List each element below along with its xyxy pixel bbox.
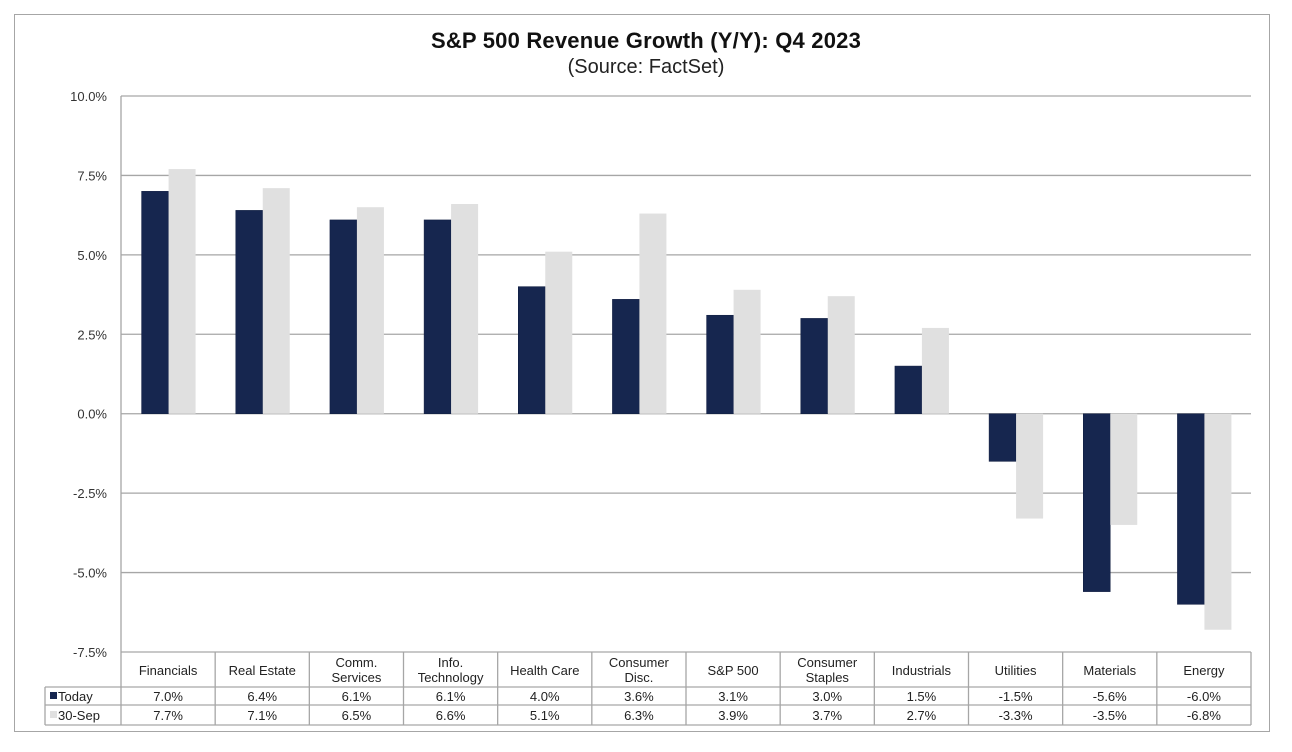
data-label: 3.6% <box>624 689 654 704</box>
data-label: -3.5% <box>1093 708 1127 723</box>
bar-today <box>706 314 734 414</box>
data-label: 6.4% <box>247 689 277 704</box>
bar-today <box>988 413 1017 462</box>
data-label: 3.7% <box>812 708 842 723</box>
category-label: Technology <box>418 670 484 685</box>
chart-subtitle: (Source: FactSet) <box>567 56 725 78</box>
data-label: 1.5% <box>907 689 937 704</box>
data-label: 6.1% <box>436 689 466 704</box>
bar-sep30 <box>921 327 949 414</box>
bar-sep30 <box>1016 413 1044 519</box>
data-label: 7.7% <box>153 708 183 723</box>
data-label: 6.1% <box>342 689 372 704</box>
category-label: Info. <box>438 655 463 670</box>
category-label: Comm. <box>335 655 377 670</box>
data-label: -5.6% <box>1093 689 1127 704</box>
data-table: Financials Real EstateComm.ServicesInfo.T… <box>44 651 1252 726</box>
bar-sep30 <box>545 251 573 414</box>
bar-sep30 <box>356 207 384 414</box>
category-label: Materials <box>1083 663 1136 678</box>
category-label: Utilities <box>995 663 1037 678</box>
category-label: Health Care <box>510 663 579 678</box>
bar-sep30 <box>827 296 855 414</box>
category-label: Financials <box>139 663 198 678</box>
bar-sep30 <box>639 213 667 414</box>
y-tick-label: -7.5% <box>73 645 107 660</box>
bar-sep30 <box>733 289 761 414</box>
chart-title: S&P 500 Revenue Growth (Y/Y): Q4 2023 <box>430 28 862 53</box>
category-label: Energy <box>1183 663 1225 678</box>
category-label: Real Estate <box>229 663 296 678</box>
data-label: 6.5% <box>342 708 372 723</box>
data-label: 5.1% <box>530 708 560 723</box>
bar-sep30 <box>262 188 290 414</box>
category-label: Disc. <box>624 670 653 685</box>
bars <box>141 169 1232 630</box>
bar-today <box>1083 413 1111 592</box>
y-tick-label: 5.0% <box>77 248 107 263</box>
data-label: 3.0% <box>812 689 842 704</box>
y-tick-label: 10.0% <box>70 89 107 104</box>
y-axis-tick-labels: 10.0% 7.5% 5.0% 2.5% 0.0% -2.5% -5.0% -7.5% <box>70 89 107 660</box>
data-label: -3.3% <box>999 708 1033 723</box>
bar-today <box>141 191 169 414</box>
bar-sep30 <box>451 204 479 414</box>
y-tick-label: 2.5% <box>77 327 107 342</box>
category-label: Services <box>331 670 381 685</box>
bar-today <box>800 318 828 414</box>
category-label: S&P 500 <box>708 663 759 678</box>
data-label: 6.3% <box>624 708 654 723</box>
data-label: 3.9% <box>718 708 748 723</box>
y-tick-label: -5.0% <box>73 566 107 581</box>
category-label: Consumer <box>609 655 670 670</box>
data-label: 2.7% <box>907 708 937 723</box>
bar-today <box>329 219 358 414</box>
legend-swatch-sep30 <box>50 711 57 718</box>
data-label: -1.5% <box>999 689 1033 704</box>
gridlines <box>120 95 1251 652</box>
category-label: Industrials <box>892 663 952 678</box>
bar-sep30 <box>1204 413 1232 630</box>
data-label: -6.0% <box>1187 689 1221 704</box>
y-tick-label: 7.5% <box>77 168 107 183</box>
bar-today <box>518 286 546 414</box>
legend-label-sep30: 30-Sep <box>58 708 100 723</box>
category-label: Consumer <box>797 655 858 670</box>
bar-today <box>423 219 452 414</box>
data-label: 4.0% <box>530 689 560 704</box>
chart-frame <box>14 14 1270 732</box>
data-label: 6.6% <box>436 708 466 723</box>
bar-today <box>1177 413 1205 605</box>
bar-today <box>612 299 640 414</box>
data-label: 7.0% <box>153 689 183 704</box>
category-label: Staples <box>806 670 850 685</box>
legend-label-today: Today <box>58 689 93 704</box>
bar-today <box>894 365 923 414</box>
data-label: -6.8% <box>1187 708 1221 723</box>
legend-swatch-today <box>50 692 57 699</box>
data-label: 3.1% <box>718 689 748 704</box>
bar-sep30 <box>168 169 196 414</box>
bar-sep30 <box>1110 413 1138 525</box>
data-label: 7.1% <box>247 708 277 723</box>
y-tick-label: 0.0% <box>77 407 107 422</box>
y-tick-label: -2.5% <box>73 486 107 501</box>
bar-today <box>235 210 263 414</box>
